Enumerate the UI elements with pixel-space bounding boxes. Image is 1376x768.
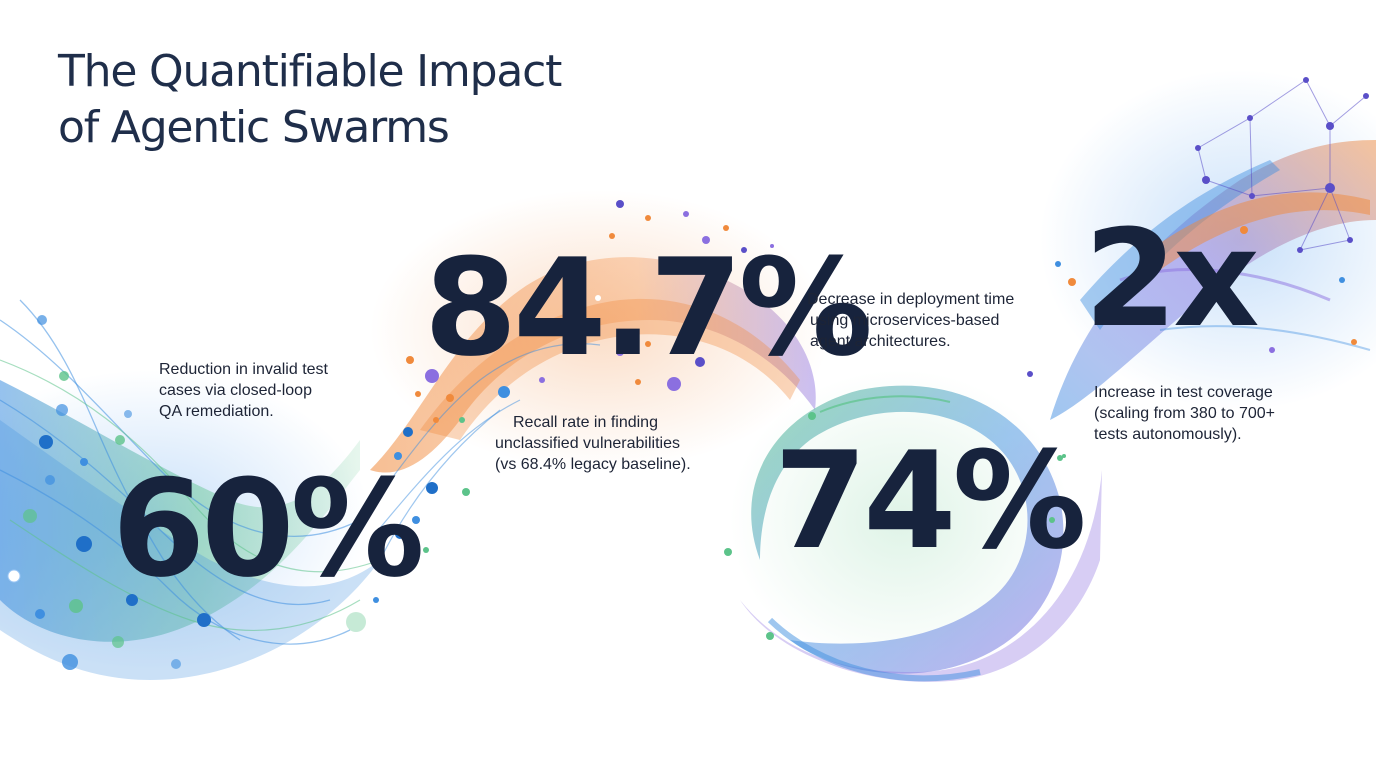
title-line-2: of Agentic Swarms — [58, 102, 450, 153]
stat-value-74: 74% — [774, 423, 1087, 579]
stat-desc-line: Reduction in invalid test — [159, 361, 328, 378]
right-network-decoration — [1027, 70, 1376, 458]
stat-desc-line: QA remediation. — [159, 403, 274, 420]
stat-desc-line: (scaling from 380 to 700+ — [1094, 405, 1275, 422]
stat-description-84-7: Recall rate in finding unclassified vuln… — [495, 412, 691, 475]
stat-description-2x: Increase in test coverage (scaling from … — [1094, 382, 1275, 445]
stat-desc-line: cases via closed-loop — [159, 382, 312, 399]
stat-desc-line: Recall rate in finding — [513, 414, 658, 431]
stat-value-60: 60% — [112, 451, 425, 607]
ring-decoration — [724, 370, 1102, 682]
stat-desc-line: (vs 68.4% legacy baseline). — [495, 456, 691, 473]
stat-description-74: Decrease in deployment time using micros… — [807, 289, 1014, 352]
stat-desc-line: Decrease in deployment time — [807, 291, 1015, 308]
page-title: The Quantifiable Impact of Agentic Swarm… — [58, 44, 562, 156]
stat-value-2x: 2x — [1084, 201, 1260, 357]
title-line-1: The Quantifiable Impact — [58, 46, 562, 97]
stat-description-60: Reduction in invalid test cases via clos… — [159, 359, 328, 422]
stat-desc-line: Increase in test coverage — [1094, 384, 1273, 401]
stat-value-84-7: 84.7% — [424, 230, 873, 386]
stat-desc-line: unclassified vulnerabilities — [495, 435, 680, 452]
middle-wave-decoration — [359, 190, 830, 561]
stat-desc-line: agent architectures. — [810, 333, 951, 350]
left-wave-decoration — [0, 299, 381, 680]
stat-desc-line: tests autonomously). — [1094, 426, 1242, 443]
stat-desc-line: using microservices-based — [810, 312, 1000, 329]
